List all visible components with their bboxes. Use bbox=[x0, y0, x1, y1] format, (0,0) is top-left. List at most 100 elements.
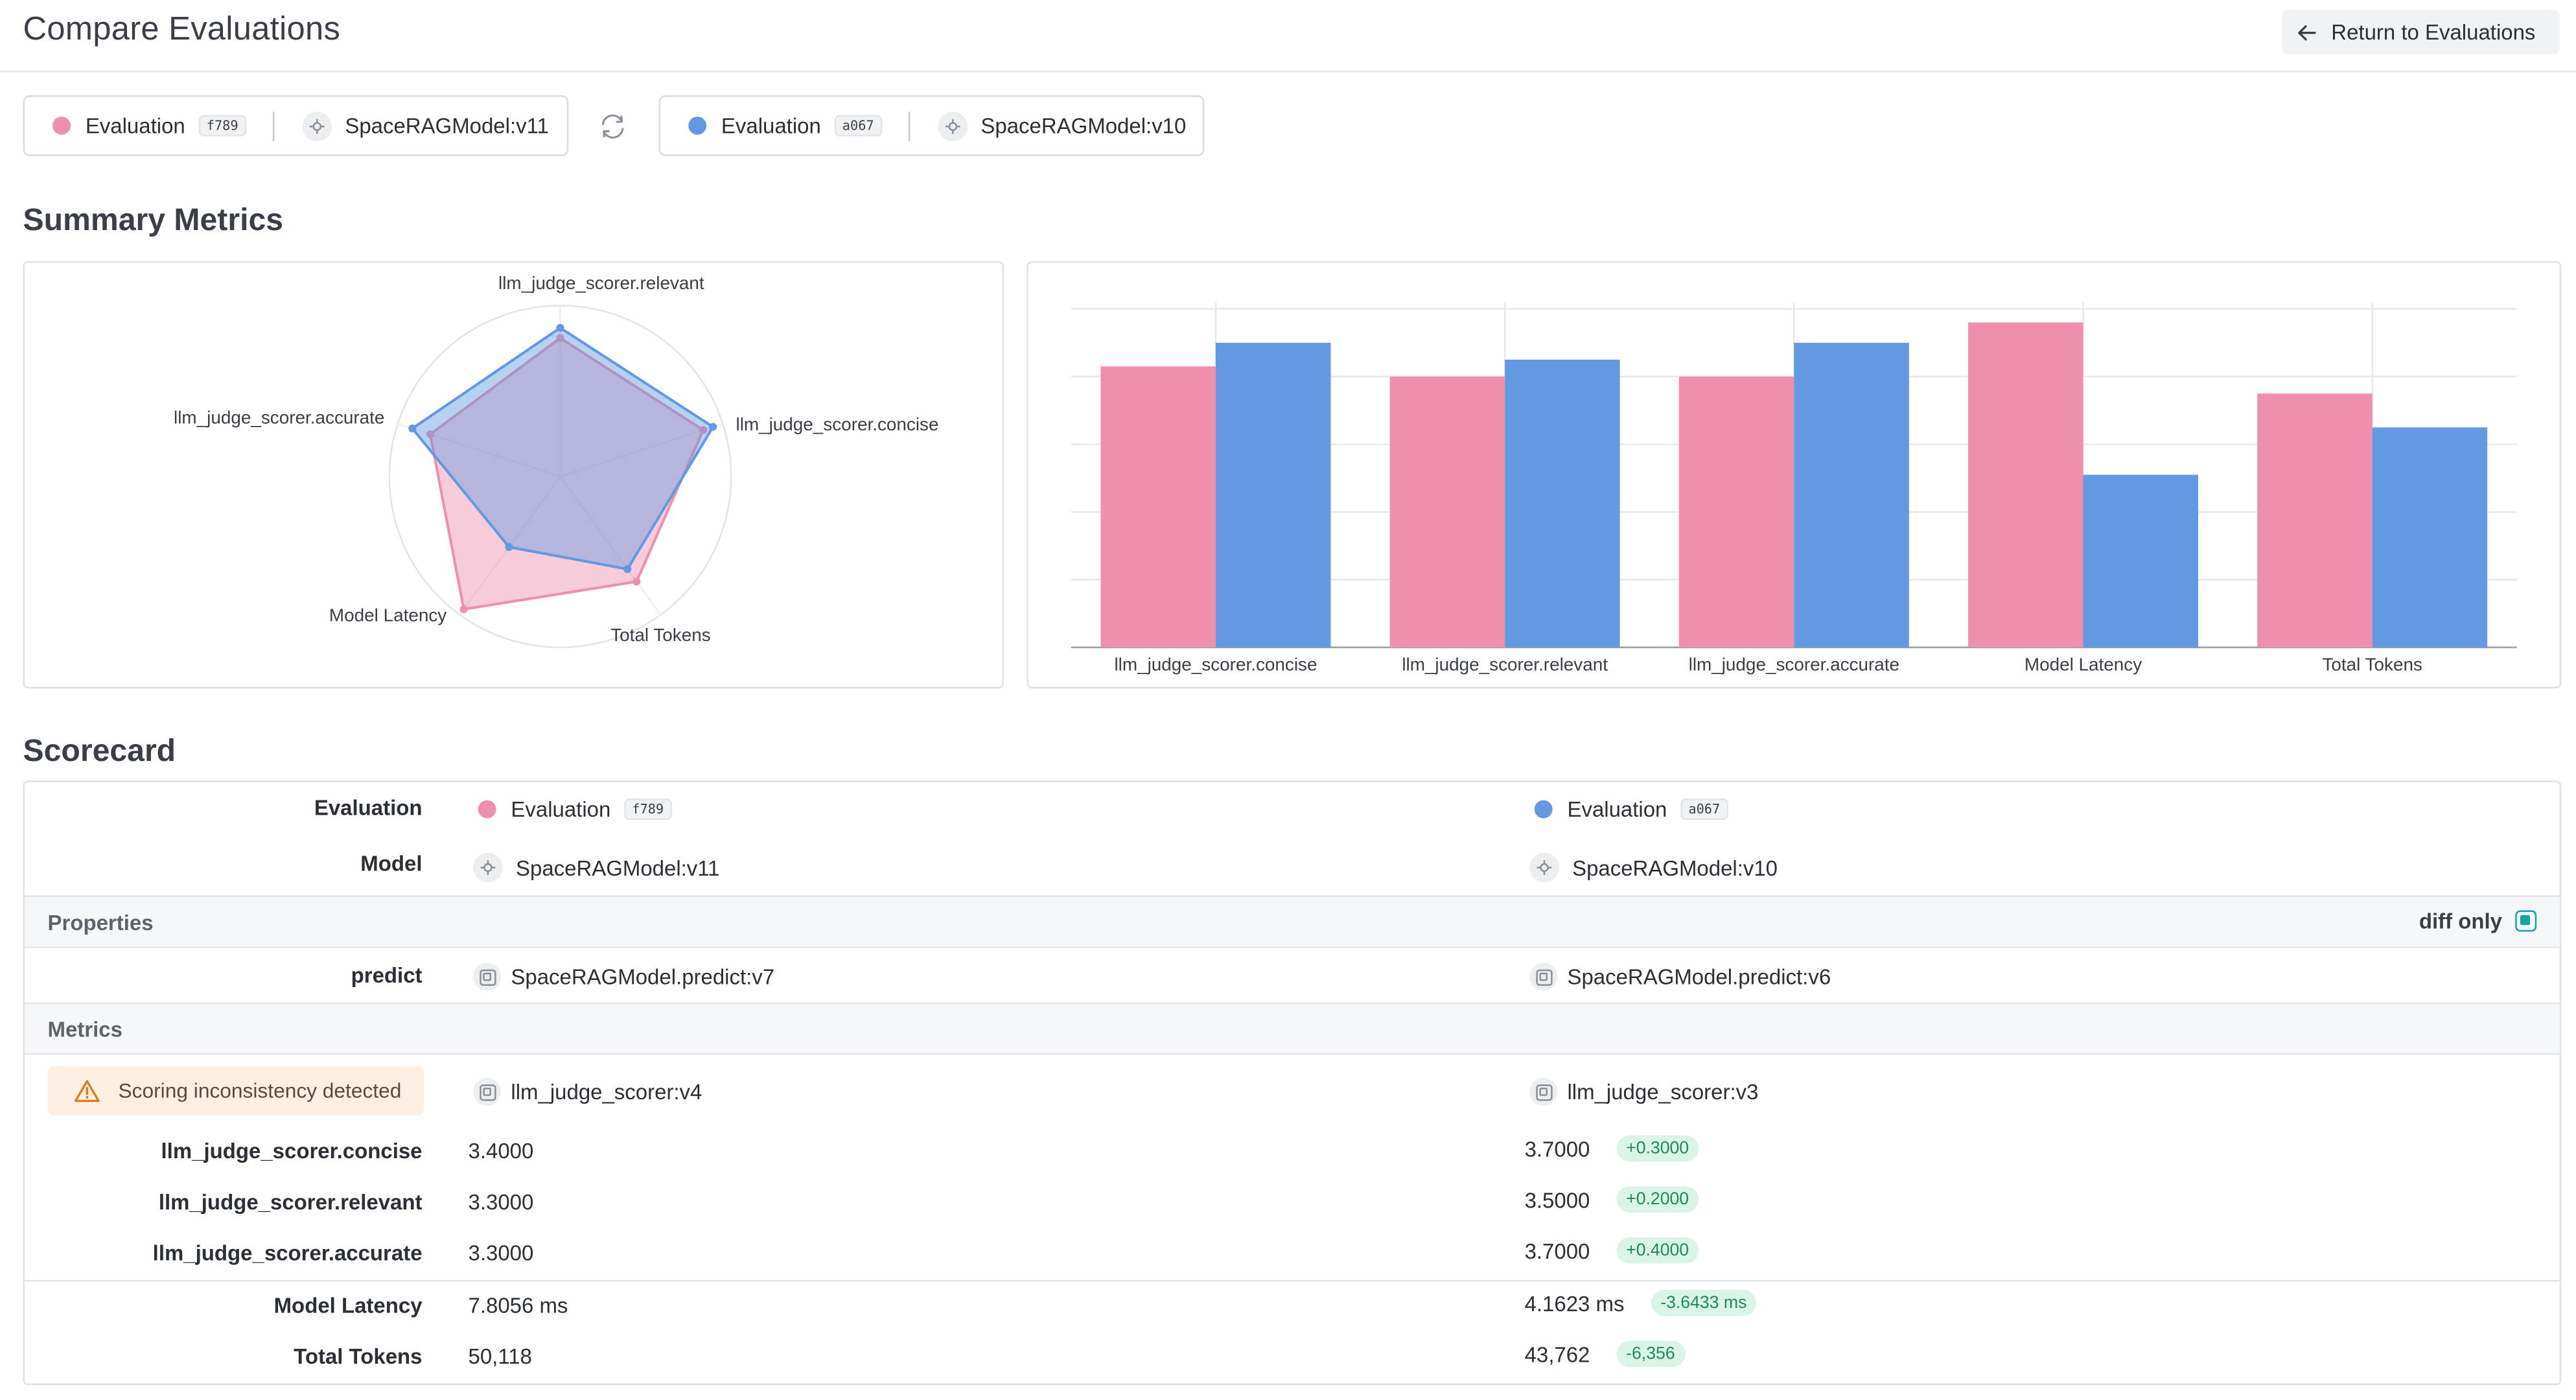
bar-a067-2 bbox=[1794, 342, 1909, 648]
bar-chart: llm_judge_scorer.concise llm_judge_scorer… bbox=[1071, 302, 2517, 674]
bar-category-label: Model Latency bbox=[2025, 654, 2142, 674]
eval-a-label: Evaluation bbox=[511, 797, 611, 822]
properties-section-header: Properties bbox=[25, 895, 2560, 948]
scorecard-title: Scorecard bbox=[23, 734, 176, 769]
metric-value-b: 43,762 -6,356 bbox=[1525, 1340, 1685, 1368]
scorer-op-a[interactable]: llm_judge_scorer:v4 bbox=[473, 1078, 702, 1106]
return-to-evaluations-button[interactable]: Return to Evaluations bbox=[2282, 10, 2560, 54]
eval-a-color-dot bbox=[478, 800, 496, 819]
diff-only-label: diff only bbox=[2419, 908, 2502, 933]
delta-badge: -6,356 bbox=[1616, 1340, 1685, 1368]
op-icon bbox=[473, 1078, 502, 1106]
delta-badge: +0.3000 bbox=[1616, 1135, 1699, 1162]
scorecard-table: Evaluation Evaluation f789 Evaluation a0… bbox=[23, 780, 2562, 1386]
bar-a067-1 bbox=[1505, 359, 1620, 648]
radar-point bbox=[709, 423, 717, 431]
metric-name-latency: Model Latency bbox=[273, 1293, 423, 1318]
model-icon bbox=[938, 111, 968, 141]
bar-chart-card: llm_judge_scorer.concise llm_judge_scorer… bbox=[1027, 261, 2562, 689]
metric-value-b: 3.5000 +0.2000 bbox=[1525, 1186, 1699, 1213]
predict-op-a-label: SpaceRAGModel.predict:v7 bbox=[511, 964, 775, 990]
bar-f789-3 bbox=[1968, 322, 2083, 648]
predict-op-b[interactable]: SpaceRAGModel.predict:v6 bbox=[1529, 962, 1831, 991]
scorer-op-b[interactable]: llm_judge_scorer:v3 bbox=[1529, 1078, 1758, 1106]
bar-a067-4 bbox=[2372, 427, 2488, 648]
eval-b-label: Evaluation bbox=[1567, 797, 1667, 822]
chip-divider bbox=[272, 111, 275, 141]
metric-value-b-text: 4.1623 ms bbox=[1524, 1290, 1625, 1316]
diff-only-checkbox[interactable] bbox=[2515, 910, 2537, 932]
properties-label: Properties bbox=[47, 910, 154, 935]
bar-f789-1 bbox=[1389, 377, 1505, 648]
page-title: Compare Evaluations bbox=[23, 11, 341, 48]
metrics-label: Metrics bbox=[47, 1017, 122, 1042]
metric-value-a: 7.8056 ms bbox=[468, 1293, 568, 1318]
delta-badge: -3.6433 ms bbox=[1651, 1290, 1757, 1316]
metric-value-b-text: 3.5000 bbox=[1524, 1187, 1590, 1212]
scorer-a-label: llm_judge_scorer:v4 bbox=[511, 1079, 702, 1104]
radar-axis-label: Model Latency bbox=[329, 605, 447, 625]
evaluation-chip-a[interactable]: Evaluation f789 SpaceRAGModel:v11 bbox=[23, 95, 569, 156]
metric-value-a: 3.3000 bbox=[468, 1241, 534, 1266]
swap-icon[interactable] bbox=[598, 113, 628, 140]
metric-name-accurate: llm_judge_scorer.accurate bbox=[152, 1241, 423, 1266]
bar-category-label: llm_judge_scorer.relevant bbox=[1402, 654, 1608, 674]
summary-metrics-title: Summary Metrics bbox=[23, 204, 284, 239]
bar-category-label: llm_judge_scorer.concise bbox=[1114, 654, 1317, 674]
radar-point bbox=[505, 542, 513, 552]
model-icon bbox=[302, 111, 332, 141]
return-label: Return to Evaluations bbox=[2331, 19, 2536, 45]
eval-b-id-tag: a067 bbox=[834, 115, 883, 137]
eval-a-model: SpaceRAGModel:v11 bbox=[345, 113, 549, 138]
model-a-name: SpaceRAGModel:v11 bbox=[516, 855, 720, 880]
radar-axis-label: Total Tokens bbox=[610, 625, 710, 645]
radar-axis-label: llm_judge_scorer.concise bbox=[736, 414, 938, 434]
row-divider bbox=[25, 1279, 2560, 1282]
delta-badge: +0.2000 bbox=[1616, 1186, 1699, 1213]
scorecard-model-a[interactable]: SpaceRAGModel:v11 bbox=[473, 852, 720, 883]
radar-point bbox=[623, 565, 632, 574]
radar-point bbox=[459, 605, 468, 614]
metric-value-a: 3.3000 bbox=[468, 1189, 534, 1215]
diff-only-toggle[interactable]: diff only bbox=[2419, 908, 2537, 933]
metrics-section-header: Metrics bbox=[25, 1002, 2560, 1055]
eval-a-id-tag: f789 bbox=[198, 115, 247, 137]
delta-badge: +0.4000 bbox=[1616, 1237, 1699, 1264]
evaluation-row-label: Evaluation bbox=[314, 795, 423, 821]
radar-point bbox=[699, 426, 708, 434]
bar-category-label: Total Tokens bbox=[2322, 654, 2422, 674]
model-row-label: Model bbox=[360, 851, 423, 876]
op-icon bbox=[1529, 962, 1558, 991]
metric-value-a: 50,118 bbox=[468, 1344, 532, 1369]
radar-point bbox=[632, 578, 641, 586]
scorer-b-label: llm_judge_scorer:v3 bbox=[1567, 1079, 1759, 1104]
metric-name-tokens: Total Tokens bbox=[294, 1344, 423, 1369]
model-icon bbox=[1529, 852, 1559, 883]
evaluation-chip-b[interactable]: Evaluation a067 SpaceRAGModel:v10 bbox=[658, 95, 1205, 156]
eval-b-label: Evaluation bbox=[721, 113, 821, 138]
metric-name-relevant: llm_judge_scorer.relevant bbox=[158, 1189, 423, 1215]
model-b-name: SpaceRAGModel:v10 bbox=[1572, 855, 1778, 880]
bar-category-label: llm_judge_scorer.accurate bbox=[1689, 654, 1899, 674]
predict-op-a[interactable]: SpaceRAGModel.predict:v7 bbox=[473, 962, 775, 991]
model-icon bbox=[473, 852, 503, 883]
eval-a-color-dot bbox=[52, 116, 71, 135]
scoring-warning-badge[interactable]: Scoring inconsistency detected bbox=[47, 1066, 424, 1116]
chip-divider bbox=[908, 111, 911, 141]
radar-point bbox=[556, 334, 564, 342]
metric-value-b-text: 3.7000 bbox=[1524, 1136, 1590, 1161]
predict-op-b-label: SpaceRAGModel.predict:v6 bbox=[1567, 964, 1831, 990]
scorecard-model-b[interactable]: SpaceRAGModel:v10 bbox=[1529, 852, 1778, 883]
bar-a067-3 bbox=[2083, 474, 2198, 648]
metric-value-b: 4.1623 ms -3.6433 ms bbox=[1525, 1290, 1757, 1316]
warning-icon bbox=[74, 1080, 100, 1102]
bar-f789-2 bbox=[1678, 377, 1794, 648]
eval-b-id-tag: a067 bbox=[1680, 799, 1728, 821]
arrow-left-icon bbox=[2298, 24, 2316, 40]
metric-value-b: 3.7000 +0.3000 bbox=[1524, 1135, 1699, 1162]
bar-f789-4 bbox=[2257, 393, 2373, 648]
op-icon bbox=[473, 962, 502, 991]
radar-axis-line bbox=[397, 423, 561, 478]
radar-series-f789 bbox=[428, 336, 705, 611]
header-divider bbox=[0, 71, 2576, 73]
